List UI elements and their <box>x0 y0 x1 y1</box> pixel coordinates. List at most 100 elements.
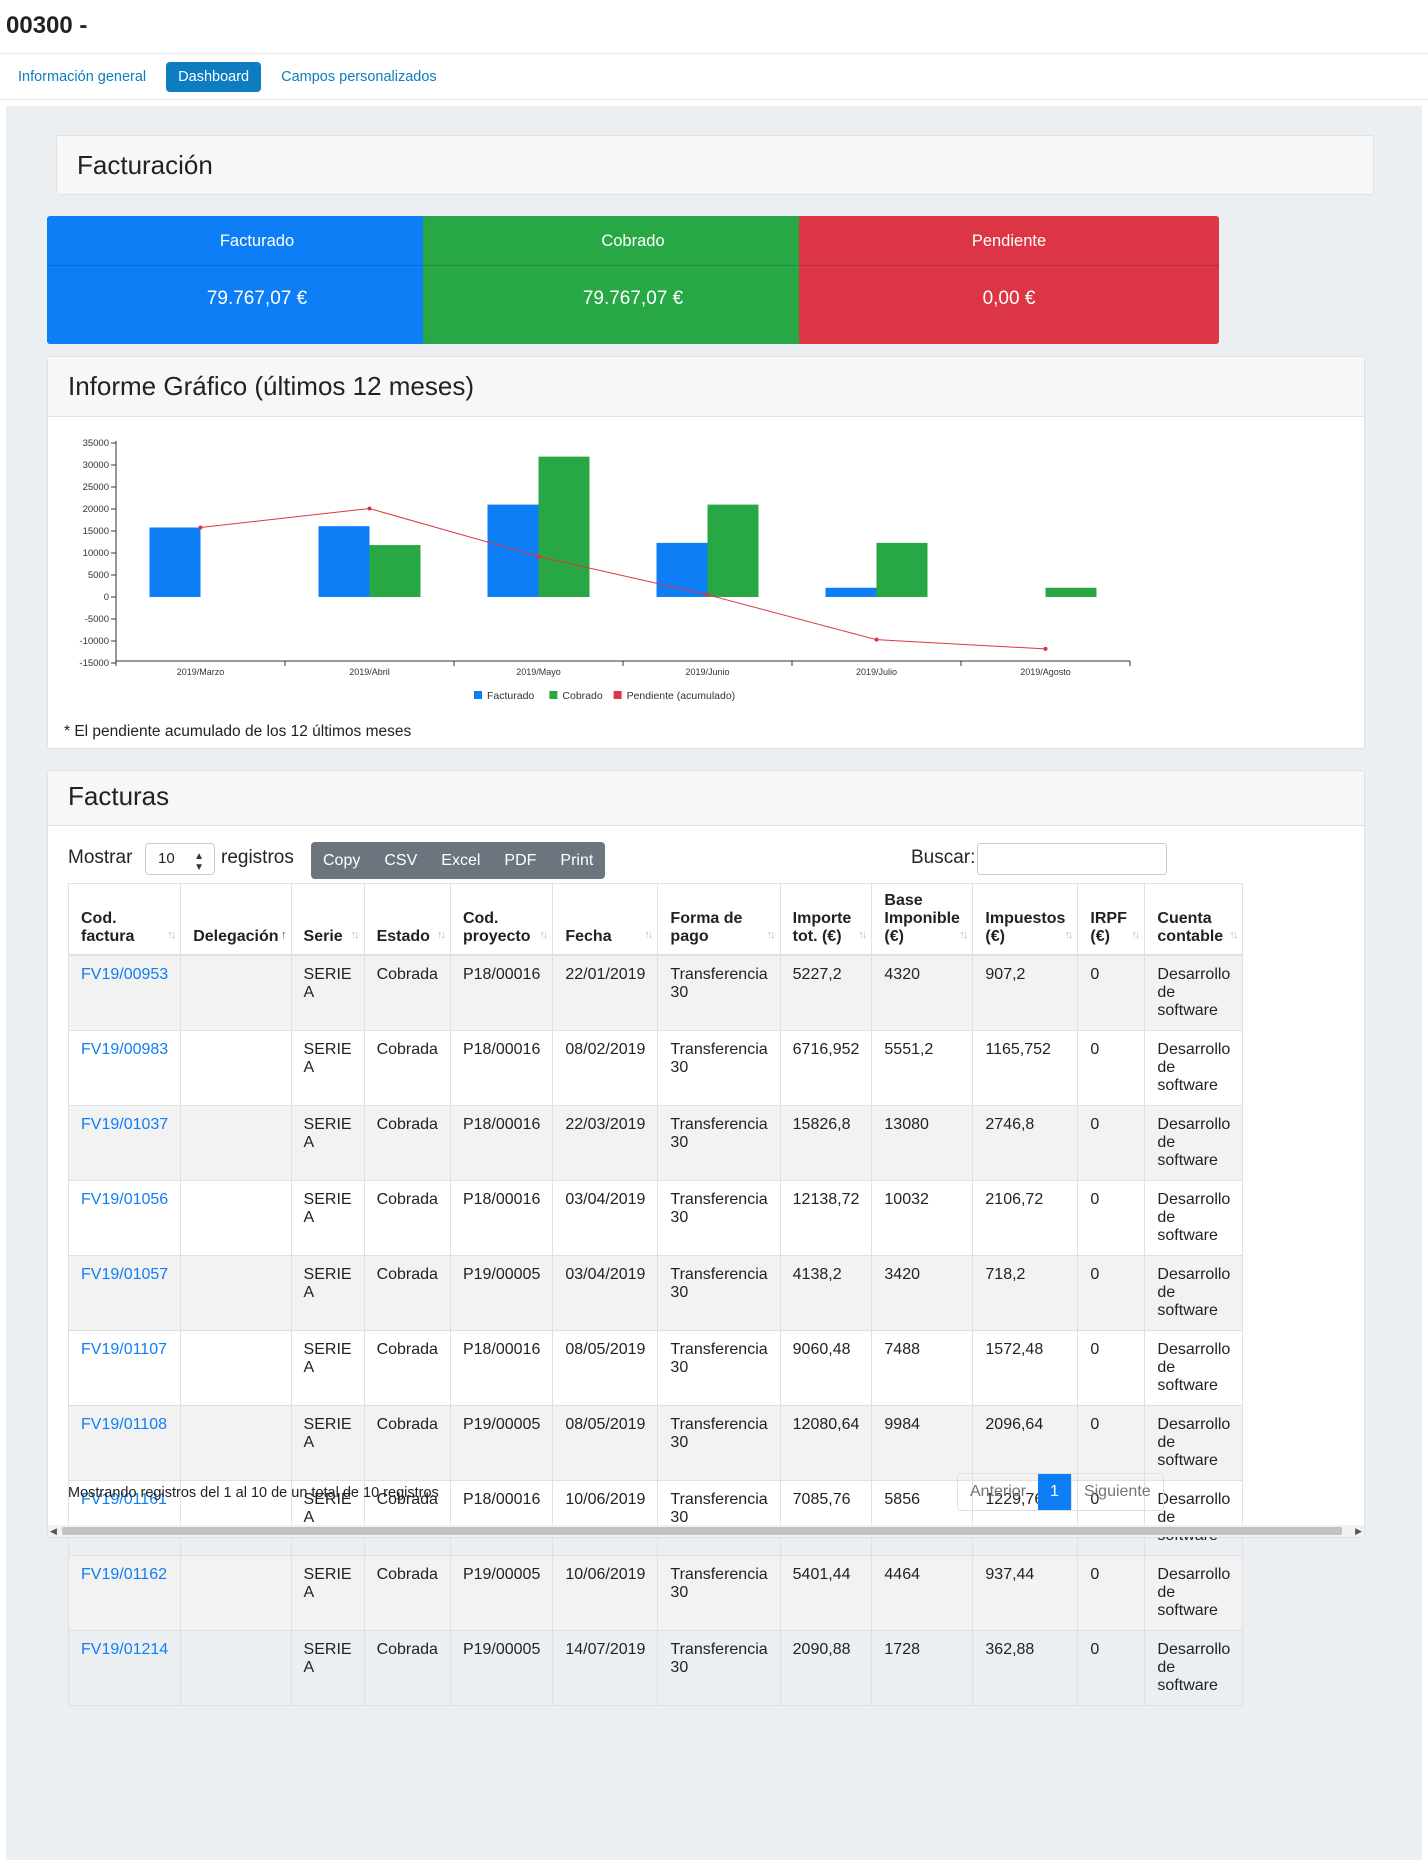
cell-value: 08/02/2019 <box>565 1041 646 1058</box>
page-size-select[interactable]: 10 ▲ ▼ <box>145 843 215 875</box>
cell-value: Desarrollo de software <box>1157 1266 1231 1319</box>
scroll-right-icon[interactable]: ▶ <box>1355 1526 1362 1536</box>
table-cell: 0 <box>1077 1030 1146 1106</box>
page-1-button[interactable]: 1 <box>1038 1474 1071 1510</box>
invoice-link[interactable]: FV19/01108 <box>81 1416 167 1433</box>
cell-value: 0 <box>1090 1641 1100 1658</box>
table-cell: Desarrollo de software <box>1144 1330 1244 1406</box>
search-input[interactable] <box>977 843 1167 875</box>
legend-label: Cobrado <box>562 690 602 702</box>
invoice-link[interactable]: FV19/01214 <box>81 1641 169 1658</box>
sort-icon[interactable]: ↑↓ <box>350 929 360 941</box>
column-header-11[interactable]: Cuenta contable ↑↓ <box>1144 883 1244 956</box>
table-cell: 7488 <box>871 1330 974 1406</box>
cell-value: 5227,2 <box>792 966 842 983</box>
sort-icon[interactable]: ↑↓ <box>644 929 653 941</box>
sort-icon[interactable]: ↑↓ <box>1064 929 1073 941</box>
table-cell: Cobrada <box>364 1255 451 1331</box>
cell-value: Transferencia 30 <box>670 1566 768 1601</box>
table-cell: Desarrollo de software <box>1144 955 1244 1031</box>
table-cell: P19/00005 <box>450 1405 554 1481</box>
cell-value: P19/00005 <box>462 1266 541 1283</box>
column-header-7[interactable]: Importe tot. (€) ↑↓ <box>780 883 873 956</box>
print-button[interactable]: Print <box>560 852 594 869</box>
invoice-link[interactable]: FV19/01057 <box>81 1266 169 1283</box>
cell-value: 13080 <box>884 1116 929 1133</box>
sort-icon[interactable]: ↑↓ <box>1131 929 1140 941</box>
cell-value: Transferencia 30 <box>670 1341 768 1376</box>
table-cell: 5401,44 <box>780 1555 873 1631</box>
column-header-line2: (€) <box>1090 928 1110 945</box>
column-header-8[interactable]: Base Imponible (€) ↑↓ <box>871 883 974 956</box>
table-cell: SERIE A <box>291 1330 365 1406</box>
sort-icon[interactable]: ↑↓ <box>959 929 968 941</box>
bar-cobrado <box>538 456 590 597</box>
column-header-line2: pago <box>670 928 709 945</box>
pdf-button[interactable]: PDF <box>504 852 537 869</box>
x-tick-label: 2019/Junio <box>685 667 729 677</box>
tab-dashboard[interactable]: Dashboard <box>166 62 262 92</box>
table-cell: 15826,8 <box>780 1105 873 1181</box>
column-header-2[interactable]: Serie ↑↓ <box>291 883 365 956</box>
invoice-link[interactable]: FV19/00983 <box>81 1041 169 1058</box>
scroll-left-icon[interactable]: ◀ <box>50 1526 57 1536</box>
table-cell: 12080,64 <box>780 1405 873 1481</box>
line-point <box>1043 646 1048 651</box>
column-header-10[interactable]: IRPF (€) ↑↓ <box>1077 883 1146 956</box>
column-header-6[interactable]: Forma de pago ↑↓ <box>657 883 781 956</box>
invoice-link[interactable]: FV19/01161 <box>81 1491 167 1508</box>
table-cell: 08/05/2019 <box>552 1330 659 1406</box>
next-page-button[interactable]: Siguiente <box>1070 1474 1163 1510</box>
column-header-4[interactable]: Cod. proyecto ↑↓ <box>450 883 554 956</box>
column-header-1[interactable]: Delegación ↑ <box>180 883 292 956</box>
sort-icon[interactable]: ↑↓ <box>436 929 446 941</box>
cell-value: 12080,64 <box>792 1416 860 1433</box>
select-caret-icon: ▲ ▼ <box>194 851 204 873</box>
cell-value: P18/00016 <box>462 1191 541 1208</box>
sort-icon[interactable]: ↑↓ <box>539 929 548 941</box>
sort-icon[interactable]: ↑↓ <box>766 929 776 941</box>
table-cell: Cobrada <box>364 1030 451 1106</box>
copy-button[interactable]: Copy <box>323 852 361 869</box>
column-header-5[interactable]: Fecha ↑↓ <box>552 883 659 956</box>
table-cell: 0 <box>1077 1555 1146 1631</box>
table-cell: Transferencia 30 <box>657 1180 781 1256</box>
tab-informacion-general[interactable]: Información general <box>18 69 147 85</box>
invoice-link[interactable]: FV19/00953 <box>81 966 169 983</box>
invoice-link[interactable]: FV19/01107 <box>81 1341 167 1358</box>
cell-value: 3420 <box>884 1266 920 1283</box>
invoice-link[interactable]: FV19/01056 <box>81 1191 169 1208</box>
invoice-link[interactable]: FV19/01037 <box>81 1116 169 1133</box>
table-cell: 22/01/2019 <box>552 955 659 1031</box>
csv-button[interactable]: CSV <box>384 852 418 869</box>
cell-value: 15826,8 <box>792 1116 851 1133</box>
cell-value: P19/00005 <box>462 1566 541 1583</box>
column-header-line1: IRPF <box>1090 910 1127 927</box>
stat-cobrado-label: Cobrado <box>423 216 843 266</box>
tab-campos-personalizados[interactable]: Campos personalizados <box>281 69 437 85</box>
column-header-9[interactable]: Impuestos (€) ↑↓ <box>972 883 1079 956</box>
table-cell: Desarrollo de software <box>1144 1255 1244 1331</box>
table-cell: SERIE A <box>291 1255 365 1331</box>
invoice-link[interactable]: FV19/01162 <box>81 1566 167 1583</box>
excel-button[interactable]: Excel <box>441 852 481 869</box>
table-cell: 12138,72 <box>780 1180 873 1256</box>
column-header-0[interactable]: Cod. factura ↑↓ <box>67 883 182 956</box>
line-point <box>705 592 710 597</box>
table-row: FV19/01037 SERIE A Cobrada P18/00016 22/03/2… <box>67 1105 1244 1181</box>
bar-facturado <box>318 526 370 597</box>
table-cell: Desarrollo de software <box>1144 1105 1244 1181</box>
cell-value: Transferencia 30 <box>670 1116 768 1151</box>
column-header-3[interactable]: Estado ↑↓ <box>364 883 451 956</box>
facturacion-card: Facturación <box>56 135 1374 195</box>
sort-icon[interactable]: ↑↓ <box>167 929 176 941</box>
cell-value: Cobrada <box>376 1641 438 1658</box>
table-cell: Cobrada <box>364 1630 451 1706</box>
prev-page-button[interactable]: Anterior <box>970 1483 1027 1500</box>
sort-icon[interactable]: ↑ <box>281 929 286 941</box>
cell-value: Desarrollo de software <box>1157 1116 1231 1169</box>
sort-icon[interactable]: ↑↓ <box>858 929 867 941</box>
scrollbar-thumb[interactable] <box>62 1527 1342 1535</box>
sort-icon[interactable]: ↑↓ <box>1229 929 1238 941</box>
horizontal-scrollbar[interactable]: ◀ ▶ <box>48 1525 1364 1537</box>
